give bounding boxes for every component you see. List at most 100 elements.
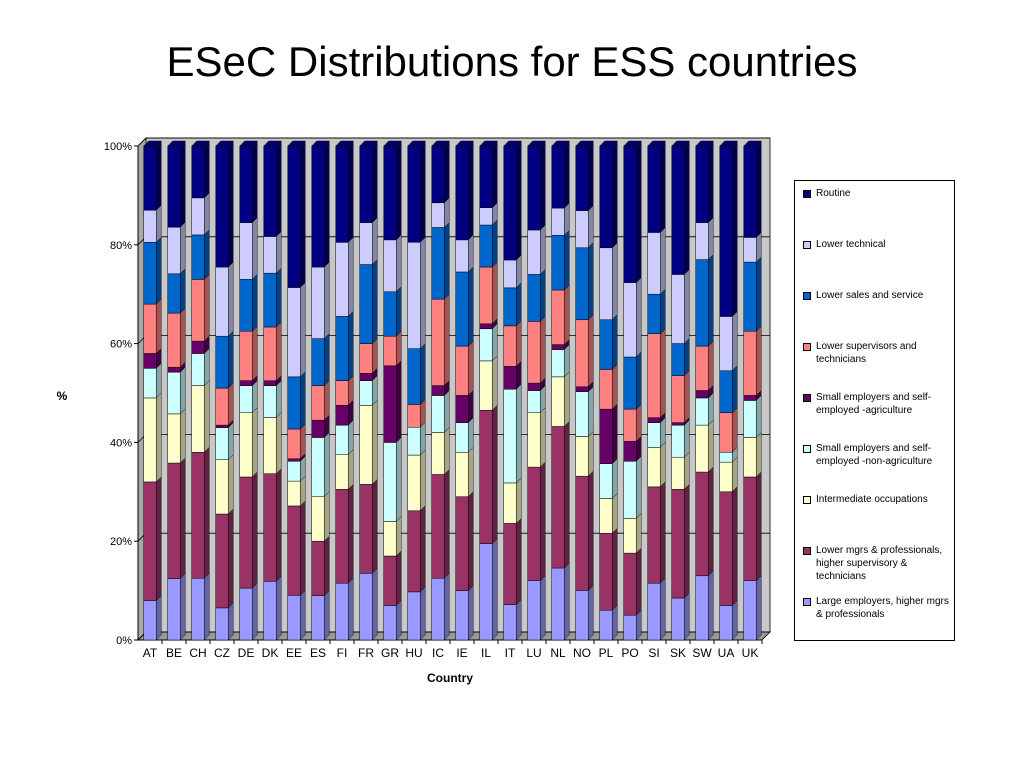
bar-side-ES	[324, 491, 330, 542]
bar-segment-CH-6	[191, 234, 205, 280]
bar-segment-NL-3	[551, 349, 565, 378]
bar-segment-UK-7	[743, 237, 757, 263]
legend-label: Lower sales and service	[816, 290, 924, 301]
bar-segment-SI-3	[647, 422, 661, 448]
bar-side-PO	[636, 140, 642, 284]
bar-segment-FI-5	[335, 380, 349, 406]
bar-segment-PL-7	[599, 247, 613, 321]
bar-segment-IE-5	[455, 345, 469, 396]
bar-segment-IC-7	[431, 202, 445, 228]
bar-segment-IC-1	[431, 474, 445, 579]
bar-side-AT	[156, 594, 162, 641]
bar-side-IL	[492, 140, 498, 209]
legend-item: Lower technical	[803, 238, 953, 251]
bar-side-IC	[444, 222, 450, 300]
bar-segment-NO-2	[575, 436, 589, 477]
bar-top-FI	[335, 140, 354, 147]
bar-segment-IC-2	[431, 432, 445, 475]
bar-side-UA	[732, 310, 738, 372]
bar-side-SW	[708, 570, 714, 641]
bar-segment-FR-5	[359, 343, 373, 374]
bar-segment-IC-8	[431, 145, 445, 204]
bar-side-IT	[516, 254, 522, 289]
bar-side-PO	[636, 351, 642, 410]
bar-segment-LU-0	[527, 580, 541, 641]
bar-segment-IE-2	[455, 452, 469, 497]
bar-segment-UK-3	[743, 400, 757, 438]
bar-segment-NL-0	[551, 567, 565, 641]
bar-side-UK	[756, 325, 762, 396]
bar-side-ES	[324, 333, 330, 387]
bar-segment-PL-8	[599, 145, 613, 249]
bar-side-SI	[660, 481, 666, 584]
bar-side-SK	[684, 483, 690, 599]
bar-side-PO	[636, 547, 642, 616]
bar-side-LU	[540, 461, 546, 582]
bar-segment-UK-0	[743, 580, 757, 641]
x-tick-label: ES	[310, 646, 326, 660]
bar-side-GR	[396, 140, 402, 241]
bar-side-GR	[396, 436, 402, 522]
bar-segment-EE-1	[287, 505, 301, 596]
bar-segment-ES-5	[311, 385, 325, 421]
bar-side-IL	[492, 261, 498, 325]
bar-segment-NO-3	[575, 391, 589, 437]
bar-side-UK	[756, 471, 762, 582]
bar-segment-AT-1	[143, 481, 157, 601]
bar-segment-DE-8	[239, 145, 253, 223]
legend-label: Small employers and self-employed -agric…	[816, 392, 932, 416]
bar-segment-AT-8	[143, 145, 157, 211]
bar-segment-HU-2	[407, 454, 421, 512]
bar-top-CH	[191, 140, 210, 147]
bar-segment-ES-3	[311, 437, 325, 497]
bar-segment-SI-1	[647, 486, 661, 584]
bar-side-BE	[180, 221, 186, 275]
bar-segment-AT-0	[143, 600, 157, 641]
bar-side-LU	[540, 407, 546, 468]
bar-segment-IC-3	[431, 395, 445, 433]
bar-segment-NO-1	[575, 475, 589, 591]
bar-side-DK	[276, 321, 282, 382]
bar-segment-BE-8	[167, 145, 181, 228]
bar-side-HU	[420, 421, 426, 456]
legend-swatch	[803, 343, 811, 351]
bar-side-AT	[156, 362, 162, 399]
bar-top-UK	[743, 140, 762, 147]
bar-side-IT	[516, 599, 522, 641]
bar-segment-SK-2	[671, 456, 685, 490]
chart-legend: Routine Lower technical Lower sales and se…	[794, 180, 955, 641]
legend-swatch	[803, 190, 811, 198]
bar-segment-SI-7	[647, 232, 661, 295]
bar-side-EE	[300, 589, 306, 641]
bar-top-DE	[239, 140, 258, 147]
bar-side-GR	[396, 515, 402, 557]
y-tick-label: 20%	[110, 536, 132, 548]
bar-side-BE	[180, 140, 186, 228]
bar-side-NL	[564, 562, 570, 641]
bar-side-CH	[204, 140, 210, 199]
bar-side-IC	[444, 469, 450, 579]
bar-segment-CZ-7	[215, 266, 229, 337]
bar-segment-NO-0	[575, 590, 589, 641]
bar-side-IT	[516, 383, 522, 484]
bar-side-AT	[156, 392, 162, 483]
bar-segment-NO-7	[575, 210, 589, 249]
bar-side-AT	[156, 204, 162, 243]
bar-segment-IL-2	[479, 360, 493, 411]
bar-segment-DE-0	[239, 587, 253, 641]
bar-segment-IE-0	[455, 590, 469, 641]
bar-segment-UK-1	[743, 476, 757, 581]
bar-segment-NL-2	[551, 376, 565, 427]
bar-segment-IE-6	[455, 271, 469, 347]
bar-side-DE	[252, 582, 258, 641]
bar-side-IL	[492, 355, 498, 411]
bar-side-IE	[468, 140, 474, 241]
bar-side-CH	[204, 347, 210, 387]
bar-side-DE	[252, 380, 258, 414]
x-tick-label: IT	[505, 646, 516, 660]
y-tick-label: 80%	[110, 240, 132, 252]
bar-side-IE	[468, 389, 474, 424]
bar-segment-SI-5	[647, 333, 661, 418]
bar-top-IL	[479, 140, 498, 147]
bar-segment-IL-0	[479, 543, 493, 641]
